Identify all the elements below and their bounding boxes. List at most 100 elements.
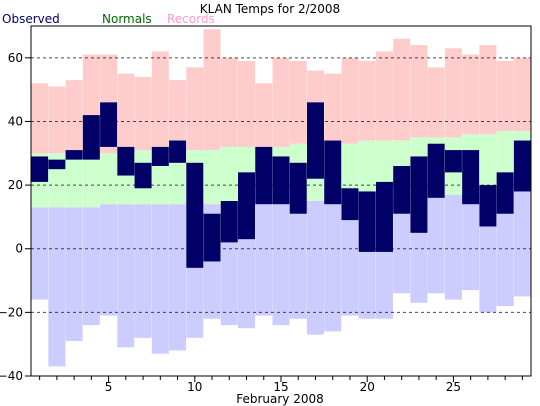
record-high-band — [341, 57, 359, 144]
observed-bar — [134, 162, 152, 189]
record-high-band — [117, 73, 135, 151]
record-high-band — [186, 67, 204, 151]
record-high-band — [358, 61, 376, 141]
x-tick-label: 15 — [273, 380, 288, 394]
observed-bar — [151, 146, 169, 166]
axis-layer: −40 −20 0 20 40 60 5 10 15 20 25 — [0, 25, 532, 394]
chart-title: KLAN Temps for 2/2008 — [200, 2, 340, 16]
y-tick-label: 0 — [15, 242, 23, 256]
observed-bar — [203, 213, 221, 262]
record-low-band — [134, 204, 152, 338]
record-high-band — [65, 80, 83, 154]
observed-bar — [444, 150, 462, 173]
record-high-band — [427, 67, 445, 138]
record-high-band — [220, 57, 238, 147]
record-high-band — [151, 51, 169, 151]
normal-band — [358, 140, 376, 198]
normal-band — [169, 150, 187, 205]
x-tick-label: 25 — [446, 380, 461, 394]
observed-bar — [65, 150, 83, 160]
observed-bar — [496, 172, 514, 214]
record-low-band — [341, 197, 359, 316]
observed-bar — [220, 201, 238, 243]
record-high-band — [169, 80, 187, 151]
normal-band — [220, 146, 238, 205]
observed-bar — [410, 156, 428, 233]
y-tick-label: 40 — [8, 114, 23, 128]
observed-bar — [31, 156, 49, 182]
observed-bar — [358, 191, 376, 252]
record-high-band — [513, 57, 531, 132]
normal-band — [65, 153, 83, 208]
observed-bar — [238, 172, 256, 240]
x-tick-label: 10 — [187, 380, 202, 394]
record-low-band — [255, 201, 273, 316]
observed-bar — [255, 146, 273, 205]
grid-layer — [31, 57, 531, 313]
record-low-band — [427, 194, 445, 294]
observed-bar — [393, 166, 411, 214]
observed-bar — [462, 150, 480, 205]
x-tick-label: 20 — [360, 380, 375, 394]
x-tick-label: 5 — [105, 380, 113, 394]
record-low-band — [513, 191, 531, 297]
observed-bar — [324, 140, 342, 205]
observed-bar — [341, 188, 359, 221]
observed-bar — [186, 162, 204, 268]
legend-records: Records — [167, 12, 215, 26]
observed-bar — [479, 185, 497, 227]
record-low-band — [272, 201, 290, 326]
record-low-band — [306, 201, 324, 335]
record-high-band — [289, 61, 307, 144]
observed-bar — [427, 143, 445, 198]
normal-band — [341, 143, 359, 198]
record-low-band — [31, 207, 49, 300]
record-high-band — [496, 61, 514, 131]
record-low-band — [100, 204, 118, 316]
observed-bar — [272, 156, 290, 205]
observed-bar — [513, 140, 531, 192]
record-high-band — [393, 38, 411, 141]
record-high-band — [48, 86, 66, 154]
record-low-band — [169, 204, 187, 351]
observed-layer — [31, 102, 531, 268]
y-tick-label: −40 — [0, 369, 23, 383]
y-tick-label: 60 — [8, 51, 23, 65]
normal-band — [100, 153, 118, 205]
record-low-band — [65, 207, 83, 341]
record-high-band — [203, 29, 221, 151]
observed-bar — [100, 102, 118, 147]
observed-bar — [375, 181, 393, 252]
record-high-band — [255, 83, 273, 147]
x-axis-label: February 2008 — [236, 392, 324, 406]
legend-normals: Normals — [102, 12, 152, 26]
record-low-band — [289, 201, 307, 319]
observed-bar — [306, 102, 324, 179]
record-low-band — [151, 204, 169, 354]
record-high-band — [31, 83, 49, 154]
y-tick-label: −20 — [0, 305, 23, 319]
record-low-band — [82, 207, 100, 326]
observed-bar — [289, 162, 307, 214]
record-high-band — [375, 51, 393, 141]
observed-bar — [48, 159, 66, 170]
normal-band — [82, 153, 100, 208]
record-low-band — [496, 194, 514, 306]
y-tick-label: 20 — [8, 178, 23, 192]
observed-bar — [169, 140, 187, 163]
record-high-band — [462, 54, 480, 135]
record-high-band — [272, 57, 290, 147]
record-high-band — [444, 48, 462, 138]
normal-band — [203, 150, 221, 205]
record-low-band — [444, 194, 462, 300]
record-low-band — [48, 207, 66, 367]
record-low-band — [462, 194, 480, 291]
normal-band — [479, 134, 497, 195]
observed-bar — [82, 115, 100, 160]
observed-bar — [117, 146, 135, 176]
record-high-band — [410, 45, 428, 138]
record-high-band — [238, 61, 256, 147]
legend-observed: Observed — [2, 12, 60, 26]
record-high-band — [324, 73, 342, 144]
